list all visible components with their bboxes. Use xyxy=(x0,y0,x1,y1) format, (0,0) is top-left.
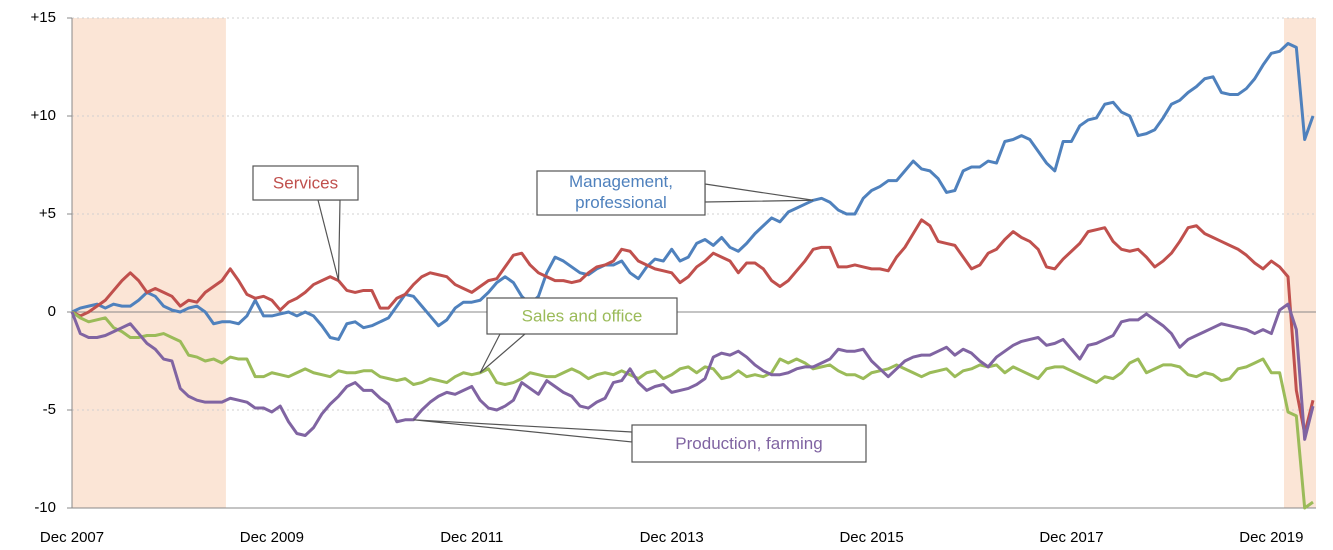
series-label: Management, professional xyxy=(569,172,673,212)
series-line xyxy=(71,218,1315,436)
callout-pointer xyxy=(479,333,527,374)
callout-pointer xyxy=(317,199,341,281)
series-label: Production, farming xyxy=(675,434,822,453)
series-label-line: professional xyxy=(575,193,667,212)
callout-box xyxy=(486,297,678,335)
callout-box xyxy=(252,165,359,201)
y-tick-label: 0 xyxy=(48,303,56,320)
x-tick-label: Dec 2009 xyxy=(240,529,304,546)
series-label-line: Management, xyxy=(569,172,673,191)
callout-box xyxy=(631,424,867,463)
callout-box xyxy=(536,170,706,216)
shaded-period xyxy=(72,18,226,508)
x-tick-label: Dec 2013 xyxy=(640,529,704,546)
y-tick-label: +10 xyxy=(31,107,56,124)
x-tick-label: Dec 2017 xyxy=(1039,529,1103,546)
series-line xyxy=(71,41,1315,341)
x-tick-label: Dec 2007 xyxy=(40,529,104,546)
series-line xyxy=(71,310,1314,510)
y-tick-label: +15 xyxy=(31,9,56,26)
series-label: Sales and office xyxy=(522,306,643,325)
x-tick-label: Dec 2019 xyxy=(1239,529,1303,546)
callout-pointer xyxy=(413,419,633,443)
y-tick-label: +5 xyxy=(39,205,56,222)
x-tick-label: Dec 2011 xyxy=(440,529,503,546)
series-label: Services xyxy=(273,173,338,192)
series-line xyxy=(70,302,1315,441)
y-tick-label: -5 xyxy=(43,401,56,418)
callout-pointer xyxy=(704,183,814,203)
x-tick-label: Dec 2015 xyxy=(839,529,903,546)
y-tick-label: -10 xyxy=(34,499,56,516)
